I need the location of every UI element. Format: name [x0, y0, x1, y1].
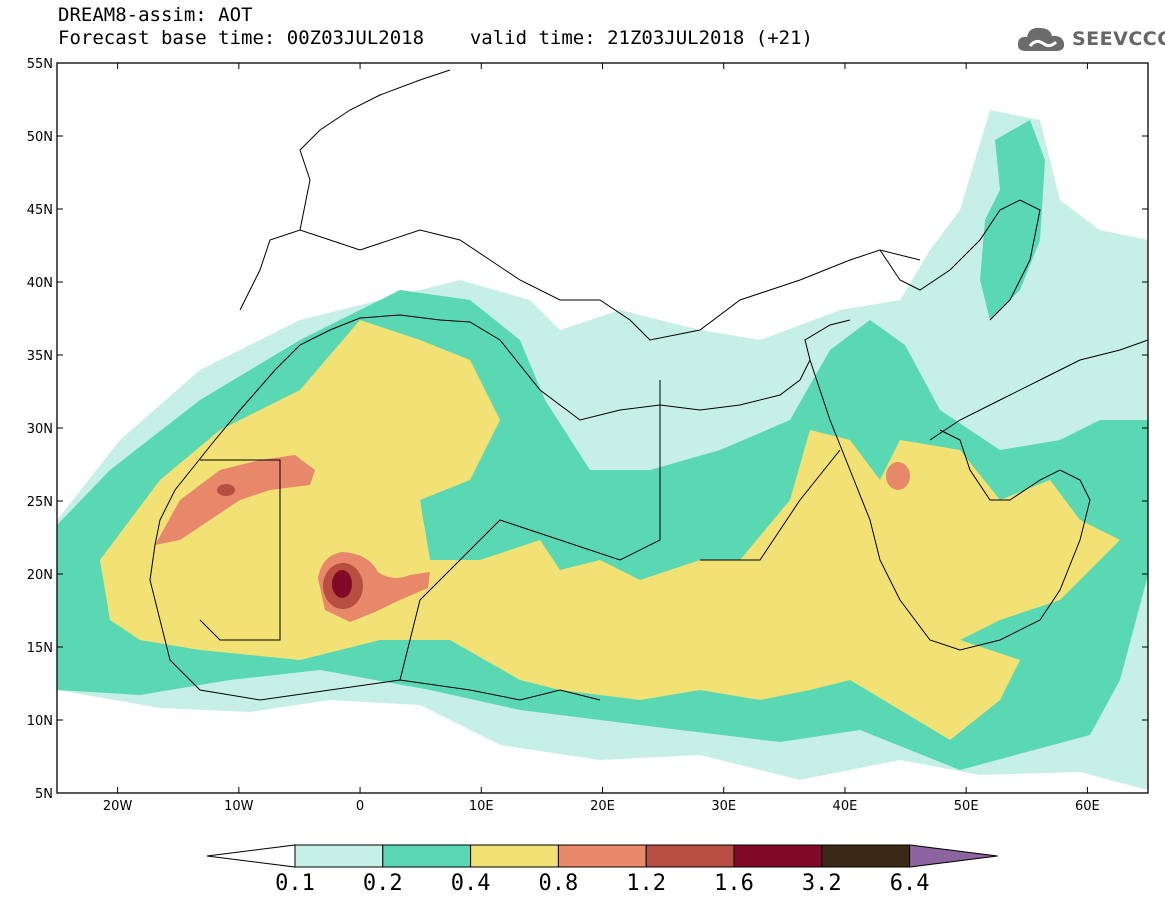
x-tick-label: 10E [469, 799, 494, 814]
colorbar: 0.1 0.2 0.4 0.8 1.2 1.6 3.2 6.4 [206, 844, 998, 896]
colorbar-level-label: 1.6 [714, 871, 754, 896]
y-tick-label: 50N [27, 130, 53, 145]
y-tick-label: 55N [27, 57, 53, 72]
colorbar-level-label: 3.2 [802, 871, 842, 896]
colorbar-segment [821, 844, 911, 868]
x-tick-label: 0 [356, 799, 364, 814]
base-time-label: Forecast base time: 00Z03JUL2018 [58, 27, 425, 49]
x-tick-label: 40E [833, 799, 858, 814]
x-tick-label: 60E [1075, 799, 1100, 814]
y-tick-label: 15N [27, 641, 53, 656]
aot-band-0.8-west [155, 455, 315, 545]
logo-text: SEEVCCC [1072, 28, 1165, 50]
x-tick-label: 10W [224, 799, 254, 814]
y-tick-label: 45N [27, 203, 53, 218]
x-tick-label: 30E [711, 799, 736, 814]
colorbar-level-label: 1.2 [626, 871, 666, 896]
y-tick-label: 35N [27, 349, 53, 364]
map-title: DREAM8-assim: AOT [58, 4, 253, 26]
aot-band-1.2-west [217, 484, 235, 496]
y-tick-label: 20N [27, 568, 53, 583]
colorbar-segment [645, 844, 735, 868]
y-tick-label: 25N [27, 495, 53, 510]
colorbar-level-label: 0.8 [539, 871, 579, 896]
colorbar-segment [294, 844, 384, 868]
aot-shading [57, 63, 1148, 793]
x-tick-label: 50E [954, 799, 979, 814]
y-tick-label: 5N [35, 787, 53, 802]
forecast-time-line: Forecast base time: 00Z03JUL2018 valid t… [58, 27, 813, 49]
colorbar-level-label: 6.4 [890, 871, 930, 896]
x-tick-label: 20E [590, 799, 615, 814]
seevccc-logo: SEEVCCC [1016, 22, 1165, 56]
colorbar-segment [733, 844, 823, 868]
valid-time-label: valid time: 21Z03JUL2018 (+21) [469, 27, 813, 49]
colorbar-level-label: 0.4 [451, 871, 491, 896]
y-tick-label: 10N [27, 714, 53, 729]
y-tick-label: 30N [27, 422, 53, 437]
aot-band-0.2-caspian [980, 120, 1045, 320]
map-axes: 20W 10W 0 10E 20E 30E 40E 50E 60E 5N 10N 15N 20N 25N 3… [27, 57, 1148, 814]
x-tick-label: 20W [103, 799, 133, 814]
cloud-icon [1017, 27, 1065, 51]
colorbar-segment [557, 844, 647, 868]
colorbar-level-label: 0.1 [275, 871, 315, 896]
aot-band-0.8-arabia [886, 462, 910, 490]
colorbar-under-triangle [206, 844, 296, 868]
colorbar-level-label: 0.2 [363, 871, 403, 896]
colorbar-segment [470, 844, 559, 868]
coastlines [149, 69, 1148, 701]
y-tick-label: 40N [27, 276, 53, 291]
colorbar-segment [382, 844, 472, 868]
aot-band-0.4 [100, 320, 1120, 740]
colorbar-over-triangle [909, 844, 998, 868]
aot-band-1.6 [332, 570, 352, 598]
